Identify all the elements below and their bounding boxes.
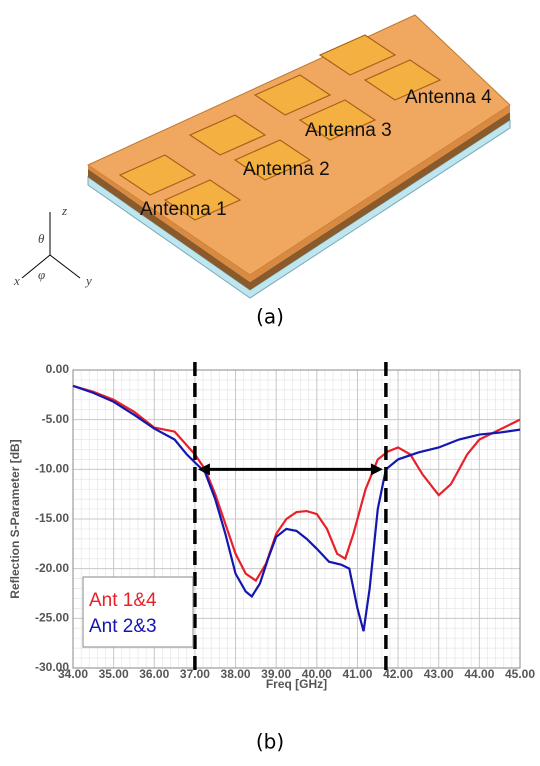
x-tick-label: 43.00 xyxy=(424,667,454,681)
y-tick-label: -5.00 xyxy=(42,412,70,426)
figure: z x y θ φ Antenna 1 Antenna 2 Antenna 3 … xyxy=(0,0,540,761)
legend-entry: Ant 2&3 xyxy=(89,616,157,637)
legend-entry: Ant 1&4 xyxy=(89,590,157,611)
angle-theta: θ xyxy=(38,231,45,246)
coordinate-axes xyxy=(22,212,80,278)
caption: (a) xyxy=(256,305,284,329)
x-tick-label: 41.00 xyxy=(342,667,372,681)
antenna-label: Antenna 4 xyxy=(405,87,492,108)
y-tick-label: -25.00 xyxy=(35,611,69,625)
y-tick-label: 0.00 xyxy=(46,362,70,376)
antenna-label: Antenna 1 xyxy=(140,199,227,220)
angle-phi: φ xyxy=(38,267,45,282)
axis-x: x xyxy=(13,273,20,288)
axis-y: y xyxy=(84,273,92,288)
board-top xyxy=(88,15,510,275)
y-axis-label: Reflection S-Parameter [dB] xyxy=(8,439,22,598)
antenna-array-illustration: z x y θ φ Antenna 1 Antenna 2 Antenna 3 … xyxy=(13,15,510,298)
x-axis-label: Freq [GHz] xyxy=(266,677,327,691)
x-tick-label: 44.00 xyxy=(464,667,494,681)
antenna-label: Antenna 3 xyxy=(305,120,392,141)
x-tick-label: 35.00 xyxy=(99,667,129,681)
y-tick-label: -30.00 xyxy=(35,660,69,674)
antenna-label: Antenna 2 xyxy=(243,159,330,180)
axis-z: z xyxy=(61,203,67,218)
y-tick-label: -20.00 xyxy=(35,561,69,575)
y-tick-label: -15.00 xyxy=(35,511,69,525)
y-tick-label: -10.00 xyxy=(35,462,69,476)
caption: (b) xyxy=(256,730,284,754)
x-tick-label: 38.00 xyxy=(221,667,251,681)
x-tick-label: 45.00 xyxy=(505,667,535,681)
x-tick-label: 36.00 xyxy=(139,667,169,681)
